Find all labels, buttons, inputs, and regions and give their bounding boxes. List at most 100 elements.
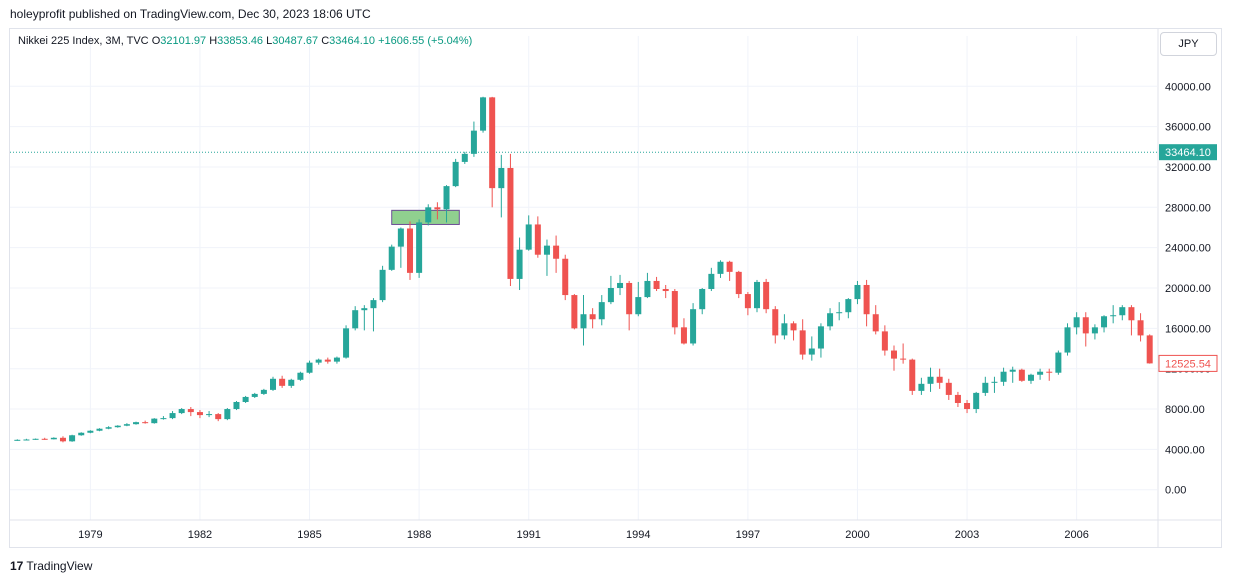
candle-body-up	[470, 130, 477, 154]
y-tick-label: 8000.00	[1165, 404, 1205, 416]
candle-body-up	[178, 409, 185, 414]
candle-body-down	[936, 376, 943, 383]
candle-body-up	[836, 312, 843, 314]
candle-body-up	[1073, 317, 1080, 328]
candle-body-down	[1137, 320, 1144, 336]
candle-body-down	[507, 167, 514, 279]
candle-body-up	[114, 425, 121, 428]
close-label: C	[321, 35, 330, 47]
candle-body-up	[315, 359, 322, 363]
candle-body-up	[242, 396, 249, 402]
x-tick-label: 1985	[297, 529, 321, 541]
last-price-label: 12525.54	[1165, 358, 1211, 370]
candle-body-up	[343, 328, 350, 358]
candle-body-up	[617, 282, 624, 288]
last-price-tag	[1158, 354, 1218, 372]
candle-body-up	[1110, 315, 1117, 317]
y-tick-label: 16000.00	[1165, 323, 1211, 335]
x-tick-label: 2003	[955, 529, 979, 541]
candle-body-down	[726, 261, 733, 272]
candle-body-down	[196, 412, 203, 416]
candle-body-up	[480, 97, 487, 131]
candle-body-down	[653, 280, 660, 290]
candle-body-up	[50, 437, 57, 440]
candle-body-up	[708, 273, 715, 290]
candle-body-up	[1119, 307, 1126, 316]
candle-body-up	[260, 389, 267, 394]
candle-body-up	[580, 314, 587, 329]
x-tick-label: 1997	[736, 529, 760, 541]
candle-body-up	[425, 207, 432, 223]
candle-body-up	[644, 280, 651, 298]
candle-body-up	[306, 362, 313, 373]
candle-body-down	[744, 294, 751, 309]
candle-body-down	[1146, 335, 1153, 364]
candle-body-up	[388, 246, 395, 270]
candle-body-down	[900, 358, 907, 360]
candle-body-up	[416, 222, 423, 273]
y-tick-label: 24000.00	[1165, 243, 1211, 255]
candle-body-up	[297, 372, 304, 380]
candle-body-up	[123, 424, 130, 426]
candle-body-up	[397, 228, 404, 247]
candle-body-up	[1027, 374, 1034, 381]
candle-body-up	[1000, 371, 1007, 382]
candle-body-up	[270, 378, 277, 390]
y-tick-label: 4000.00	[1165, 444, 1205, 456]
candle-body-up	[151, 418, 158, 424]
candle-body-down	[215, 414, 222, 420]
candle-body-up	[918, 383, 925, 391]
candle-body-up	[23, 439, 30, 441]
candle-body-down	[562, 258, 569, 296]
candle-body-down	[434, 207, 441, 210]
candle-body-up	[982, 382, 989, 393]
candle-body-up	[352, 310, 359, 329]
candle-body-up	[854, 284, 861, 300]
candle-body-up	[169, 413, 176, 419]
candle-body-down	[406, 228, 413, 273]
candle-body-down	[553, 245, 560, 259]
candle-body-up	[87, 430, 94, 433]
candle-body-up	[598, 302, 605, 320]
x-tick-label: 1994	[626, 529, 650, 541]
candle-body-up	[808, 348, 815, 355]
candle-body-down	[671, 291, 678, 328]
candle-body-up	[1101, 316, 1108, 328]
candle-body-up	[251, 393, 258, 397]
candle-body-down	[187, 409, 194, 413]
candle-body-up	[607, 288, 614, 303]
y-tick-label: 36000.00	[1165, 122, 1211, 134]
close-value: 33464.10	[329, 35, 376, 47]
candle-body-up	[105, 427, 112, 429]
candle-body-up	[452, 161, 459, 187]
candle-body-up	[461, 153, 468, 162]
candle-body-down	[1018, 369, 1025, 381]
candle-body-down	[863, 284, 870, 315]
high-label: H	[209, 35, 218, 47]
y-tick-label: 28000.00	[1165, 202, 1211, 214]
candle-body-up	[133, 422, 140, 425]
candle-body-up	[160, 418, 167, 420]
current-price-tag	[1159, 144, 1217, 161]
candle-body-up	[717, 261, 724, 274]
candle-body-down	[626, 282, 633, 315]
candle-body-down	[680, 327, 687, 344]
candle-body-up	[781, 323, 788, 336]
candle-body-up	[498, 167, 505, 189]
footer-brand[interactable]: 17 TradingView	[10, 559, 92, 573]
candle-body-down	[59, 437, 66, 442]
y-tick-label: 0.00	[1165, 485, 1186, 497]
candle-body-up	[78, 432, 85, 436]
symbol-legend: Nikkei 225 Index, 3M, TVC O32101.97 H338…	[18, 35, 472, 47]
y-tick-label: 32000.00	[1165, 162, 1211, 174]
candle-body-down	[1082, 317, 1089, 334]
current-price-label: 33464.10	[1165, 147, 1211, 159]
candle-body-up	[1064, 327, 1071, 353]
candle-body-up	[224, 409, 231, 420]
y-tick-label: 40000.00	[1165, 81, 1211, 93]
candle-body-down	[41, 438, 48, 440]
currency-button[interactable]: JPY	[1160, 32, 1217, 56]
candle-body-up	[845, 299, 852, 313]
candle-body-down	[142, 422, 149, 424]
